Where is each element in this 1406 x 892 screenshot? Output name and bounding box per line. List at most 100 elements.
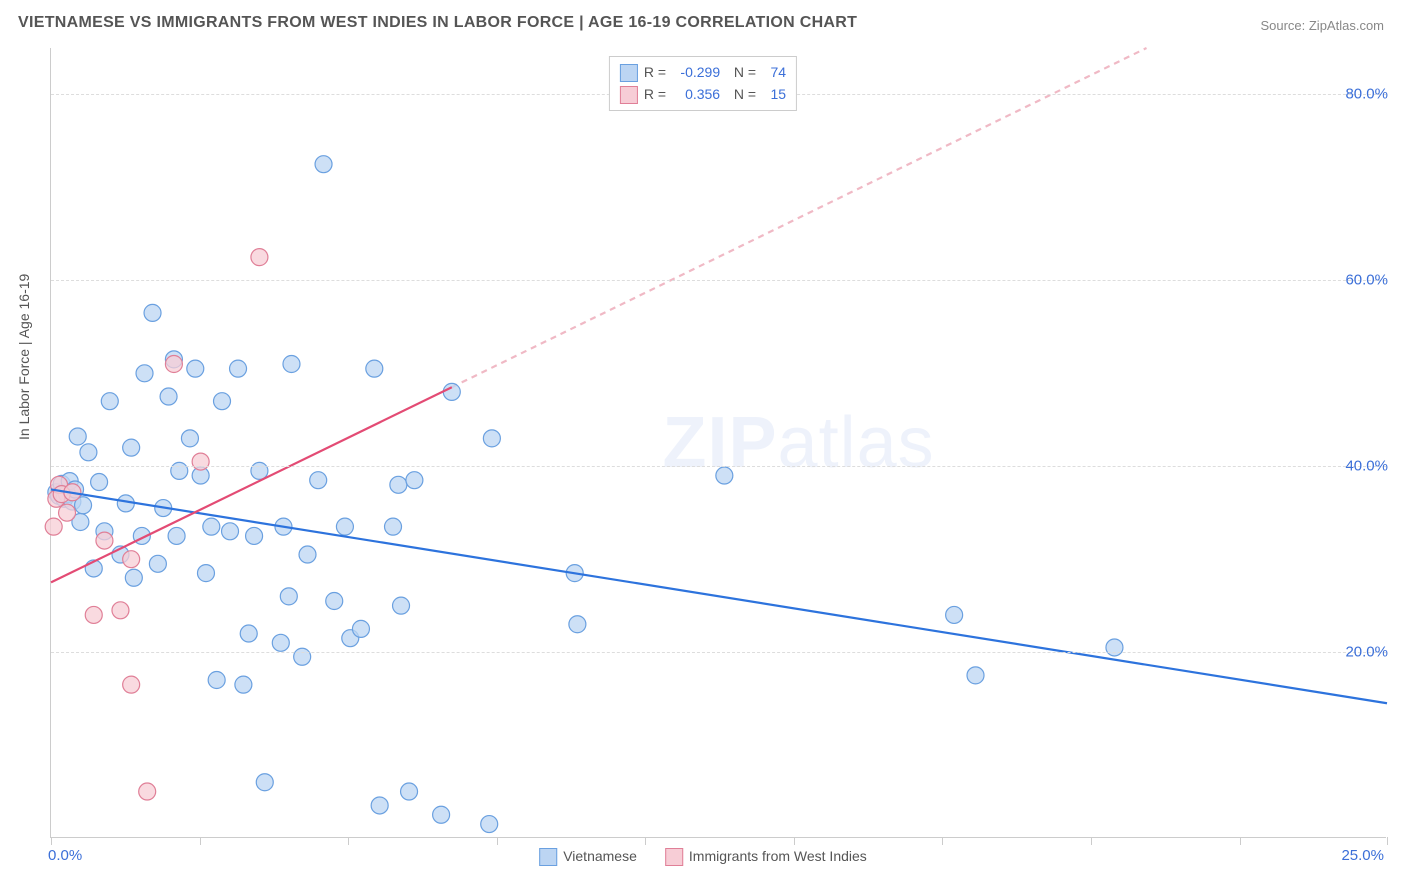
legend-label: Vietnamese — [563, 848, 637, 864]
series-legend: Vietnamese Immigrants from West Indies — [539, 848, 867, 866]
data-point — [256, 774, 273, 791]
y-tick-label: 80.0% — [1345, 86, 1388, 103]
data-point — [967, 667, 984, 684]
data-point — [294, 648, 311, 665]
data-point — [203, 518, 220, 535]
legend-r-value: -0.299 — [672, 62, 720, 84]
data-point — [366, 360, 383, 377]
x-tick — [942, 837, 943, 845]
data-point — [125, 569, 142, 586]
trend-line — [51, 489, 1387, 703]
data-point — [208, 672, 225, 689]
data-point — [272, 634, 289, 651]
x-tick — [1091, 837, 1092, 845]
data-point — [112, 602, 129, 619]
legend-n-value: 74 — [762, 62, 786, 84]
legend-row: R = 0.356 N = 15 — [620, 84, 786, 106]
data-point — [45, 518, 62, 535]
data-point — [481, 816, 498, 833]
trend-line-extension — [452, 48, 1147, 387]
data-point — [160, 388, 177, 405]
data-point — [168, 527, 185, 544]
data-point — [251, 249, 268, 266]
x-axis-origin-label: 0.0% — [48, 847, 82, 864]
data-point — [1106, 639, 1123, 656]
legend-swatch — [665, 848, 683, 866]
data-point — [483, 430, 500, 447]
data-point — [235, 676, 252, 693]
data-point — [401, 783, 418, 800]
source-attribution: Source: ZipAtlas.com — [1260, 18, 1384, 33]
data-point — [139, 783, 156, 800]
data-point — [123, 439, 140, 456]
data-point — [716, 467, 733, 484]
legend-swatch — [620, 64, 638, 82]
data-point — [197, 565, 214, 582]
data-point — [443, 383, 460, 400]
legend-n-label: N = — [726, 62, 756, 84]
data-point — [96, 532, 113, 549]
legend-r-value: 0.356 — [672, 84, 720, 106]
gridline — [51, 466, 1386, 467]
data-point — [69, 428, 86, 445]
data-point — [85, 606, 102, 623]
data-point — [246, 527, 263, 544]
data-point — [280, 588, 297, 605]
data-point — [371, 797, 388, 814]
data-point — [315, 156, 332, 173]
data-point — [352, 620, 369, 637]
scatter-svg — [51, 48, 1386, 837]
data-point — [149, 555, 166, 572]
x-tick — [497, 837, 498, 845]
data-point — [299, 546, 316, 563]
legend-r-label: R = — [644, 84, 666, 106]
x-tick — [1240, 837, 1241, 845]
data-point — [240, 625, 257, 642]
data-point — [171, 462, 188, 479]
x-tick — [200, 837, 201, 845]
y-tick-label: 60.0% — [1345, 272, 1388, 289]
y-tick-label: 40.0% — [1345, 458, 1388, 475]
x-tick — [348, 837, 349, 845]
data-point — [214, 393, 231, 410]
gridline — [51, 652, 1386, 653]
legend-swatch — [539, 848, 557, 866]
y-tick-label: 20.0% — [1345, 644, 1388, 661]
gridline — [51, 280, 1386, 281]
x-tick — [51, 837, 52, 845]
data-point — [310, 472, 327, 489]
correlation-legend: R = -0.299 N = 74R = 0.356 N = 15 — [609, 56, 797, 111]
data-point — [433, 806, 450, 823]
data-point — [385, 518, 402, 535]
data-point — [569, 616, 586, 633]
x-tick — [645, 837, 646, 845]
data-point — [406, 472, 423, 489]
x-axis-end-label: 25.0% — [1341, 847, 1384, 864]
chart-title: VIETNAMESE VS IMMIGRANTS FROM WEST INDIE… — [18, 14, 857, 32]
x-tick — [794, 837, 795, 845]
x-tick — [1387, 837, 1388, 845]
data-point — [187, 360, 204, 377]
data-point — [136, 365, 153, 382]
chart-plot-area: ZIPatlas — [50, 48, 1386, 838]
data-point — [283, 356, 300, 373]
data-point — [181, 430, 198, 447]
data-point — [230, 360, 247, 377]
data-point — [393, 597, 410, 614]
data-point — [390, 476, 407, 493]
legend-r-label: R = — [644, 62, 666, 84]
data-point — [123, 551, 140, 568]
legend-label: Immigrants from West Indies — [689, 848, 867, 864]
data-point — [192, 453, 209, 470]
data-point — [144, 304, 161, 321]
data-point — [59, 504, 76, 521]
legend-row: R = -0.299 N = 74 — [620, 62, 786, 84]
legend-n-label: N = — [726, 84, 756, 106]
legend-item: Vietnamese — [539, 848, 637, 866]
legend-item: Immigrants from West Indies — [665, 848, 867, 866]
data-point — [946, 606, 963, 623]
data-point — [80, 444, 97, 461]
legend-n-value: 15 — [762, 84, 786, 106]
data-point — [91, 474, 108, 491]
legend-swatch — [620, 86, 638, 104]
